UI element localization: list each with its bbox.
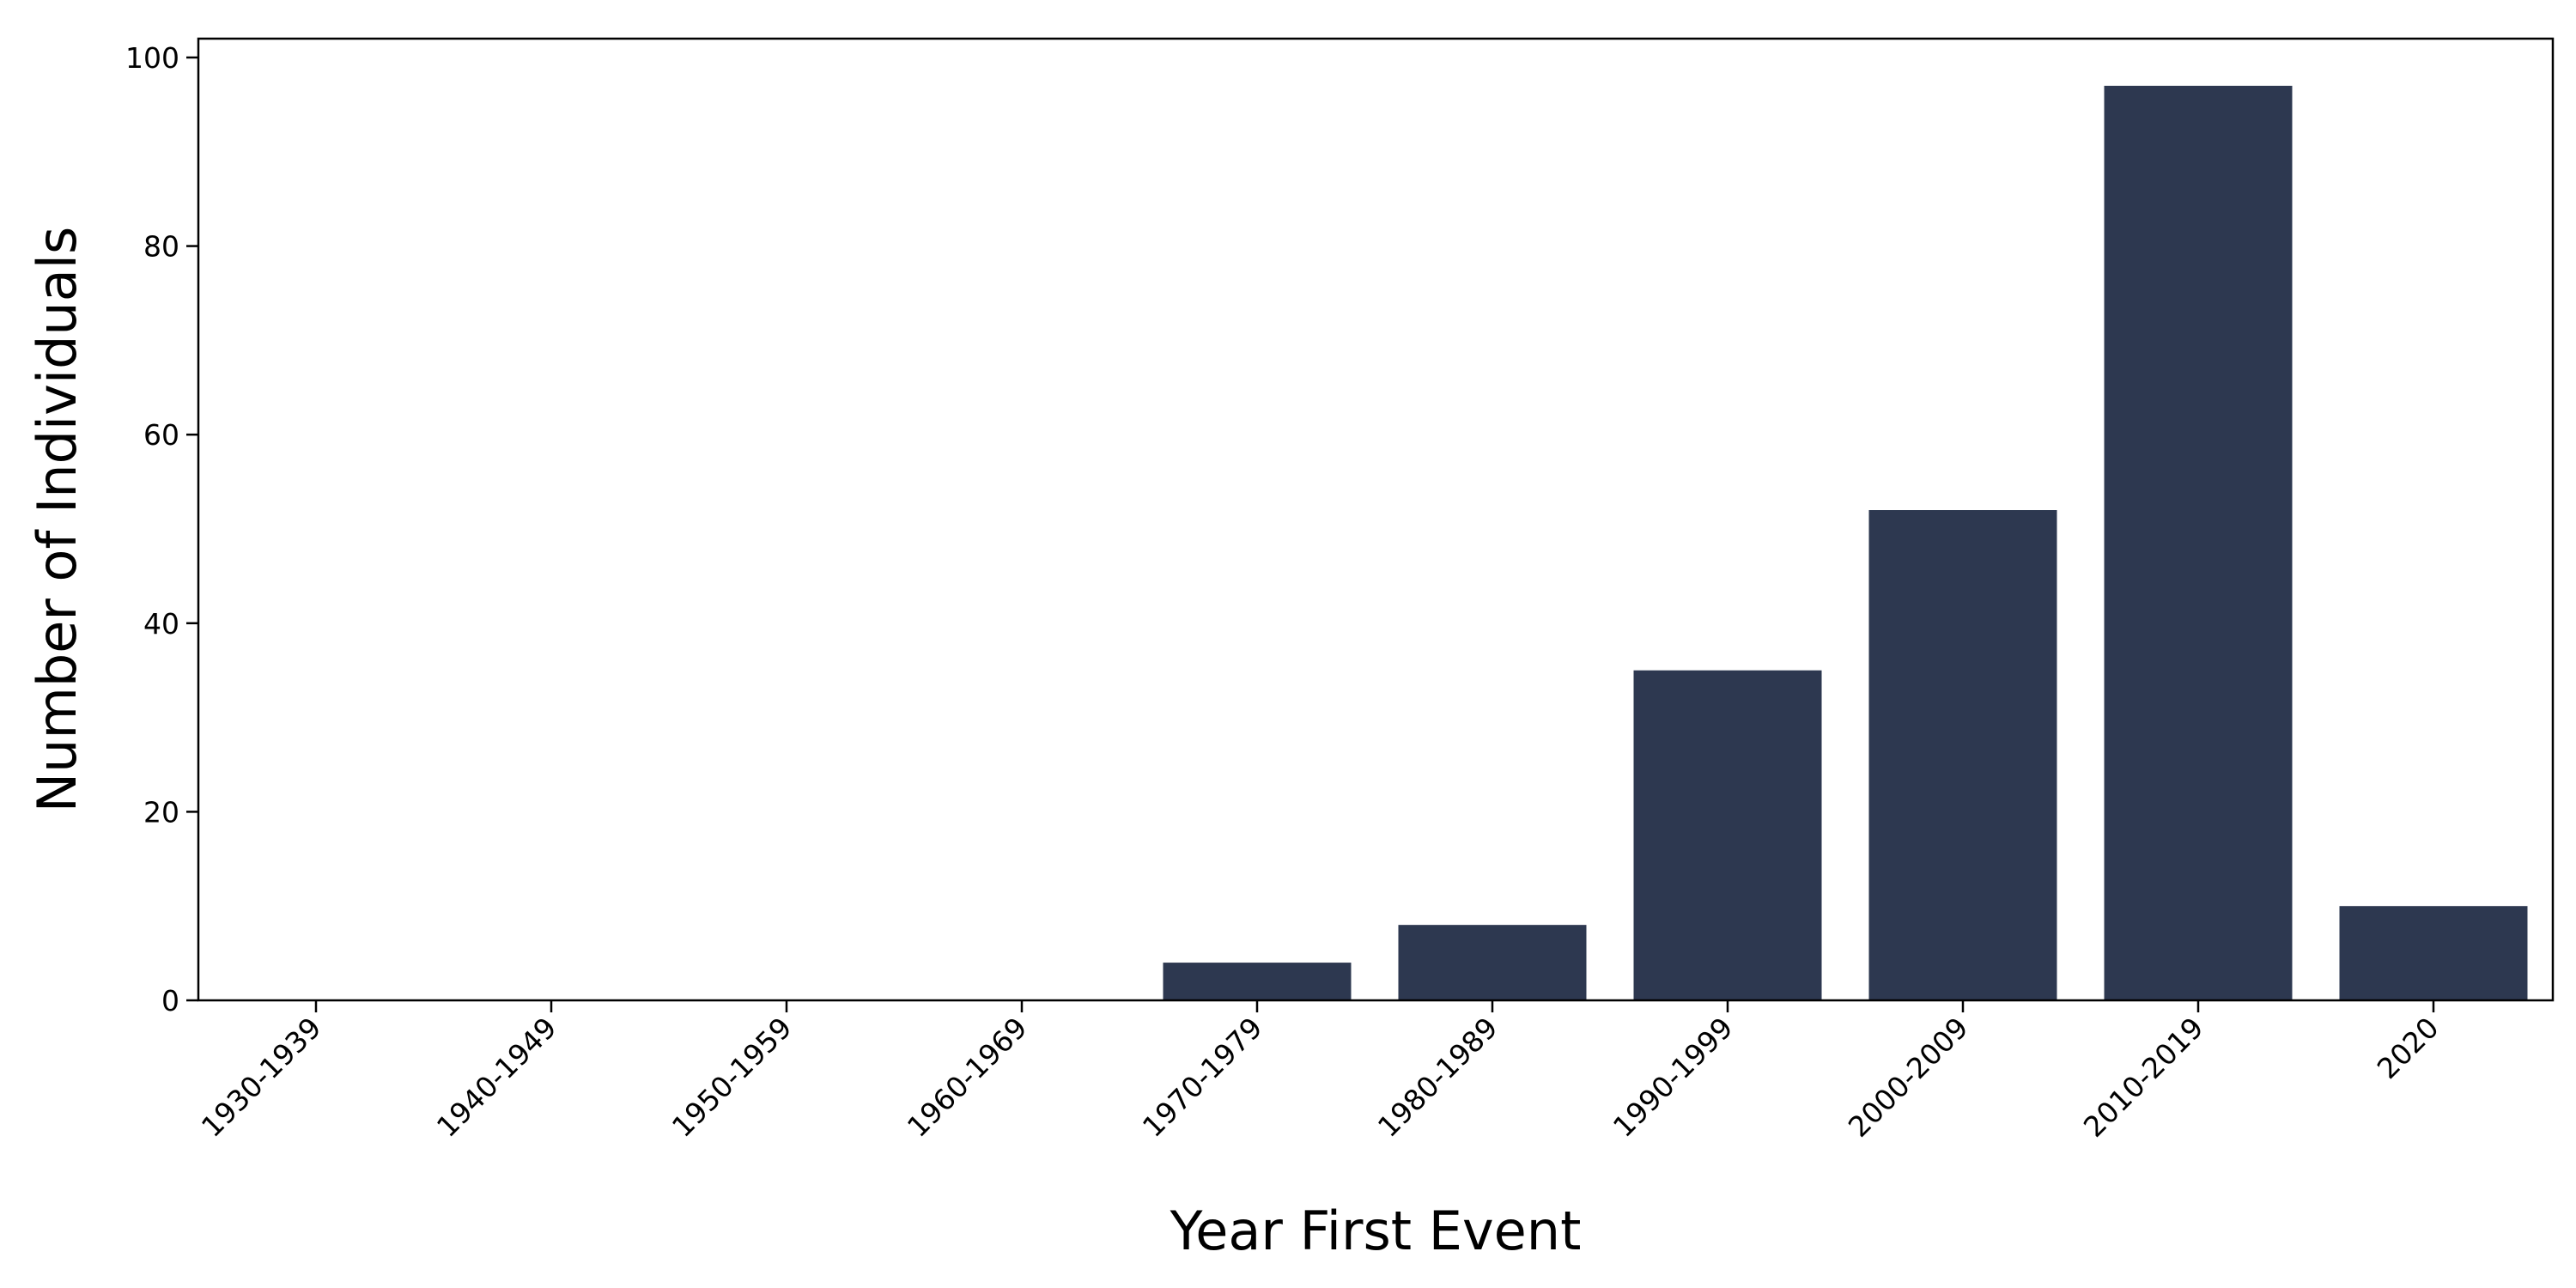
x-tick-label: 1990-1999 bbox=[1607, 1011, 1740, 1144]
bar-2020 bbox=[2339, 906, 2528, 1000]
bar-1980-1989 bbox=[1398, 925, 1587, 1000]
x-tick-label: 1960-1969 bbox=[901, 1011, 1034, 1144]
plot-frame bbox=[197, 37, 2555, 1002]
x-tick-label: 1980-1989 bbox=[1371, 1011, 1504, 1144]
x-tick-label: 1930-1939 bbox=[195, 1011, 328, 1144]
x-axis: 1930-1939 1940-1949 1950-1959 1960-1969 1970… bbox=[195, 1000, 2445, 1144]
y-axis: 0 20 40 60 80 100 bbox=[125, 41, 198, 1018]
bars bbox=[1163, 85, 2528, 1000]
y-tick-label: 80 bbox=[143, 230, 179, 264]
x-tick-label: 2020 bbox=[2371, 1011, 2445, 1085]
bar-1990-1999 bbox=[1633, 670, 1822, 1000]
y-tick-label: 20 bbox=[143, 795, 179, 829]
x-tick-label: 2000-2009 bbox=[1842, 1011, 1975, 1144]
y-tick-label: 40 bbox=[143, 607, 179, 641]
bar-2000-2009 bbox=[1868, 510, 2057, 1000]
y-tick-label: 100 bbox=[125, 41, 179, 75]
bar-1970-1979 bbox=[1163, 963, 1352, 1000]
x-tick-label: 1940-1949 bbox=[430, 1011, 563, 1144]
x-axis-title: Year First Event bbox=[1170, 1200, 1582, 1262]
y-tick-label: 0 bbox=[161, 984, 179, 1018]
y-axis-title: Number of Individuals bbox=[26, 227, 88, 812]
y-tick-label: 60 bbox=[143, 418, 179, 452]
bar-2010-2019 bbox=[2104, 85, 2293, 1000]
x-tick-label: 1970-1979 bbox=[1136, 1011, 1269, 1144]
x-tick-label: 1950-1959 bbox=[665, 1011, 799, 1144]
x-tick-label: 2010-2019 bbox=[2077, 1011, 2210, 1144]
